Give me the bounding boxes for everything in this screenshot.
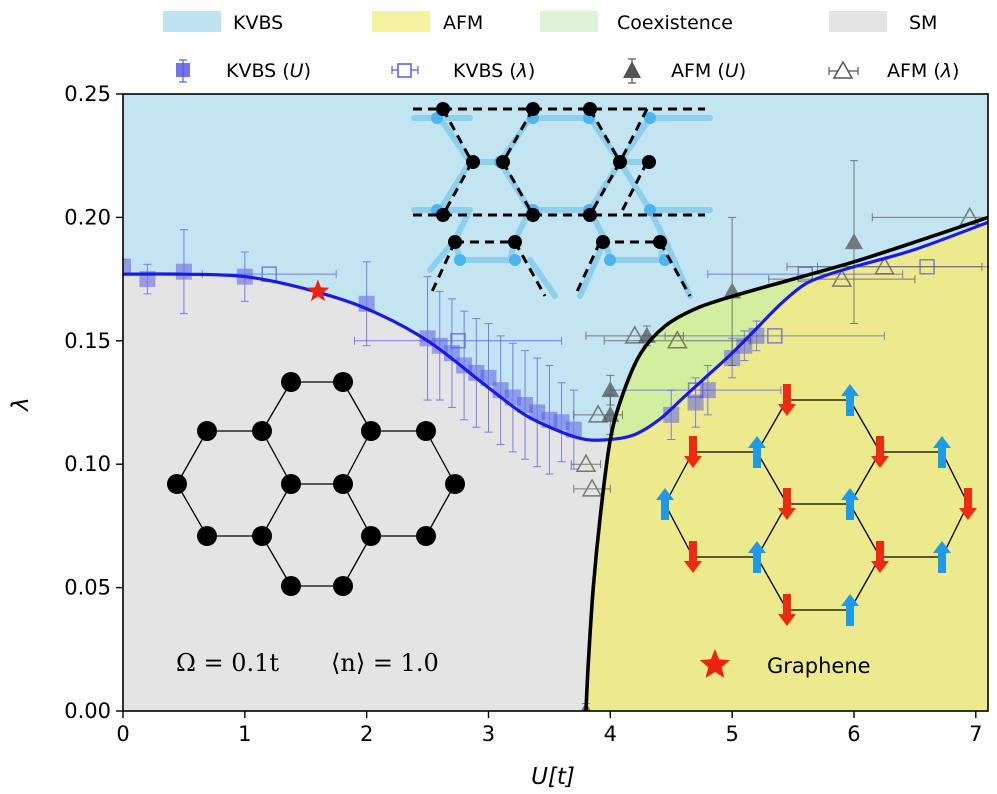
x-tick-label: 3 (482, 722, 495, 746)
sm-lattice-inset (167, 372, 465, 596)
y-tick-label: 0.15 (64, 329, 111, 353)
data-point (570, 453, 602, 472)
data-point (553, 382, 570, 463)
y-tick-label: 0.25 (64, 82, 111, 106)
legend-label-kvbs-lambda: KVBS (λ) (453, 60, 535, 82)
data-point (517, 350, 534, 460)
legend-marker-kvbs-u (176, 59, 190, 83)
x-tick-label: 4 (604, 722, 617, 746)
x-axis: 0 1 2 3 4 5 6 7 (116, 711, 983, 746)
legend-label-sm: SM (909, 12, 937, 34)
data-point (786, 256, 983, 275)
legend-patch-sm (829, 11, 887, 32)
graphene-star-marker (306, 279, 330, 302)
region-legend: KVBS AFM Coexistence SM (163, 11, 937, 34)
region-afm (585, 222, 988, 711)
legend-patch-coexistence (540, 11, 598, 32)
legend-label-afm: AFM (443, 12, 483, 34)
legend-label-kvbs: KVBS (233, 12, 283, 34)
x-tick-label: 5 (725, 722, 738, 746)
region-sm (123, 273, 611, 711)
x-tick-label: 1 (238, 722, 251, 746)
data-points (123, 160, 988, 711)
x-tick-label: 2 (360, 722, 373, 746)
data-point (844, 160, 863, 325)
kvbs-boundary-line (123, 220, 988, 442)
legend-label-afm-u: AFM (U) (671, 60, 746, 82)
phase-regions (123, 94, 988, 711)
series-open-triangle (570, 206, 988, 497)
legend-marker-afm-u (623, 58, 641, 84)
param-density: ⟨n⟩ = 1.0 (331, 649, 439, 677)
legend-marker-kvbs-lambda (391, 63, 419, 78)
x-axis-title: U[t] (531, 764, 575, 790)
graphene-legend-star (699, 649, 731, 678)
param-omega: Ω = 0.1t (176, 649, 279, 677)
plot-frame (122, 93, 989, 712)
data-point (603, 330, 751, 349)
data-point (480, 323, 497, 433)
graphene-label: Graphene (767, 654, 871, 678)
y-tick-label: 0.00 (64, 699, 111, 723)
marker-legend: KVBS (U) KVBS (λ) AFM (U) AFM (λ) (176, 58, 959, 84)
y-axis: 0.00 0.05 0.10 0.15 0.20 0.25 (64, 82, 123, 723)
legend-patch-kvbs (163, 11, 221, 32)
series-filled-square (123, 229, 765, 475)
x-tick-label: 7 (969, 722, 982, 746)
data-point (353, 333, 563, 349)
legend-marker-afm-lambda (828, 60, 859, 79)
kvbs-lattice-inset (411, 102, 713, 299)
data-point (529, 357, 546, 468)
legend-patch-afm (372, 11, 430, 32)
x-tick-label: 0 (116, 722, 129, 746)
x-tick-label: 6 (847, 722, 860, 746)
data-point (585, 325, 684, 344)
y-tick-label: 0.10 (64, 452, 111, 476)
data-point (736, 330, 753, 362)
afm-lattice-inset (656, 384, 977, 626)
legend-label-afm-lambda: AFM (λ) (887, 60, 959, 82)
legend-label-kvbs-u: KVBS (U) (226, 60, 311, 82)
data-point (431, 290, 448, 401)
y-tick-label: 0.20 (64, 205, 111, 229)
y-tick-label: 0.05 (64, 576, 111, 600)
legend-label-coexistence: Coexistence (617, 12, 733, 34)
afm-boundary-line (584, 215, 988, 711)
y-axis-title: λ (8, 397, 34, 413)
data-point (664, 328, 885, 344)
